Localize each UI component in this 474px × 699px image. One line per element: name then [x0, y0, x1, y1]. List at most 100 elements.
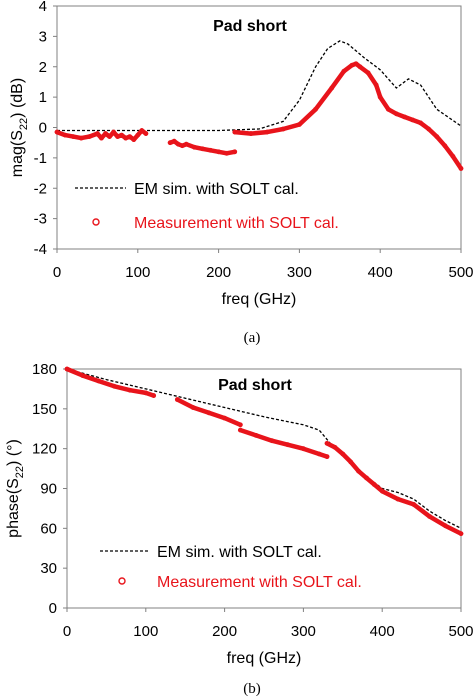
x-tick-label: 300 — [291, 623, 316, 640]
measurement-point — [340, 451, 346, 457]
measurement-point — [237, 427, 243, 433]
y-tick-label: -2 — [34, 180, 47, 197]
x-tick-label: 500 — [448, 623, 473, 640]
measurement-point — [115, 134, 120, 140]
measurement-point — [191, 144, 197, 150]
measurement-point — [427, 513, 432, 519]
y-tick-label: 0 — [39, 120, 47, 137]
y-tick-label: 1 — [39, 89, 47, 106]
x-tick-label: 500 — [448, 264, 473, 281]
measurement-point — [174, 397, 180, 402]
series-measurement-segment — [64, 366, 156, 398]
y-axis-label-part: mag(S — [9, 130, 26, 177]
measurement-point — [402, 114, 407, 120]
measurement-point — [86, 134, 92, 140]
measurement-point — [411, 502, 417, 507]
measurement-point — [353, 61, 359, 67]
y-tick-label: 0 — [49, 600, 57, 617]
legend-em-sim-label: EM sim. with SOLT cal. — [157, 544, 322, 561]
y-tick-label: 90 — [40, 481, 57, 498]
measurement-point — [183, 141, 189, 147]
measurement-point — [442, 523, 448, 529]
measurement-point — [458, 166, 464, 171]
measurement-point — [385, 106, 391, 112]
measurement-point — [264, 129, 270, 135]
measurement-point — [410, 117, 415, 123]
y-tick-label: -4 — [34, 241, 47, 258]
measurement-point — [237, 422, 243, 428]
measurement-point — [80, 373, 86, 379]
measurement-point — [356, 468, 361, 474]
measurement-point — [379, 488, 385, 494]
y-axis-label-part: ) (dB) — [9, 78, 26, 118]
y-tick-label: 30 — [40, 560, 57, 577]
measurement-point — [349, 62, 355, 68]
legend-measurement-swatch — [118, 577, 126, 585]
measurement-point — [232, 129, 238, 135]
measurement-point — [450, 153, 456, 159]
measurement-point — [329, 85, 335, 91]
measurement-point — [348, 459, 354, 465]
measurement-point — [143, 131, 149, 136]
measurement-point — [208, 147, 213, 153]
legend-em-sim-label: EM sim. with SOLT cal. — [134, 181, 299, 198]
x-tick-label: 0 — [53, 264, 61, 281]
measurement-point — [206, 410, 212, 416]
measurement-point — [62, 132, 68, 138]
y-axis-label: phase(S22) (°) — [5, 439, 26, 538]
measurement-point — [99, 135, 104, 141]
measurement-point — [171, 138, 177, 144]
measurement-point — [313, 106, 318, 112]
measurement-point — [70, 134, 76, 140]
measurement-point — [54, 129, 60, 135]
x-tick-label: 200 — [212, 623, 237, 640]
measurement-point — [297, 122, 302, 127]
y-tick-label: 3 — [39, 28, 47, 45]
x-axis-label: freq (GHz) — [222, 291, 297, 308]
measurement-point — [95, 131, 100, 136]
figure-caption: (b) — [243, 681, 261, 697]
measurement-point — [151, 393, 157, 398]
y-tick-label: 150 — [32, 401, 57, 418]
measurement-point — [200, 146, 205, 152]
x-tick-label: 0 — [63, 623, 71, 640]
measurement-point — [135, 132, 141, 138]
measurement-point — [167, 140, 173, 146]
measurement-point — [127, 387, 133, 393]
measurement-point — [224, 150, 230, 156]
chart-annotation: Pad short — [218, 377, 292, 394]
measurement-point — [222, 415, 228, 421]
y-tick-label: 180 — [32, 361, 57, 378]
measurement-point — [111, 383, 117, 389]
legend-measurement-swatch — [92, 218, 100, 226]
measurement-point — [434, 134, 440, 140]
measurement-point — [248, 131, 254, 136]
y-axis-label-subscript: 22 — [14, 466, 26, 478]
x-tick-label: 100 — [125, 264, 150, 281]
measurement-point — [341, 68, 347, 74]
measurement-point — [123, 135, 129, 141]
measurement-point — [143, 390, 149, 396]
measurement-point — [364, 475, 369, 481]
measurement-point — [301, 446, 306, 452]
measurement-point — [139, 128, 145, 133]
measurement-point — [78, 135, 84, 141]
y-tick-label: 2 — [39, 59, 47, 76]
measurement-point — [64, 366, 70, 372]
series-measurement-segment — [324, 441, 464, 536]
y-axis-label-part: phase(S — [5, 478, 22, 538]
measurement-point — [365, 70, 371, 76]
x-tick-label: 400 — [368, 264, 393, 281]
x-tick-label: 200 — [206, 264, 231, 281]
measurement-point — [316, 451, 322, 457]
measurement-point — [371, 482, 377, 487]
x-tick-label: 300 — [287, 264, 312, 281]
legend-measurement-label: Measurement with SOLT cal. — [157, 574, 362, 591]
measurement-point — [103, 131, 108, 136]
measurement-point — [179, 143, 185, 149]
measurement-point — [253, 432, 259, 438]
measurement-point — [395, 496, 401, 502]
measurement-point — [426, 126, 432, 132]
measurement-point — [107, 134, 112, 140]
